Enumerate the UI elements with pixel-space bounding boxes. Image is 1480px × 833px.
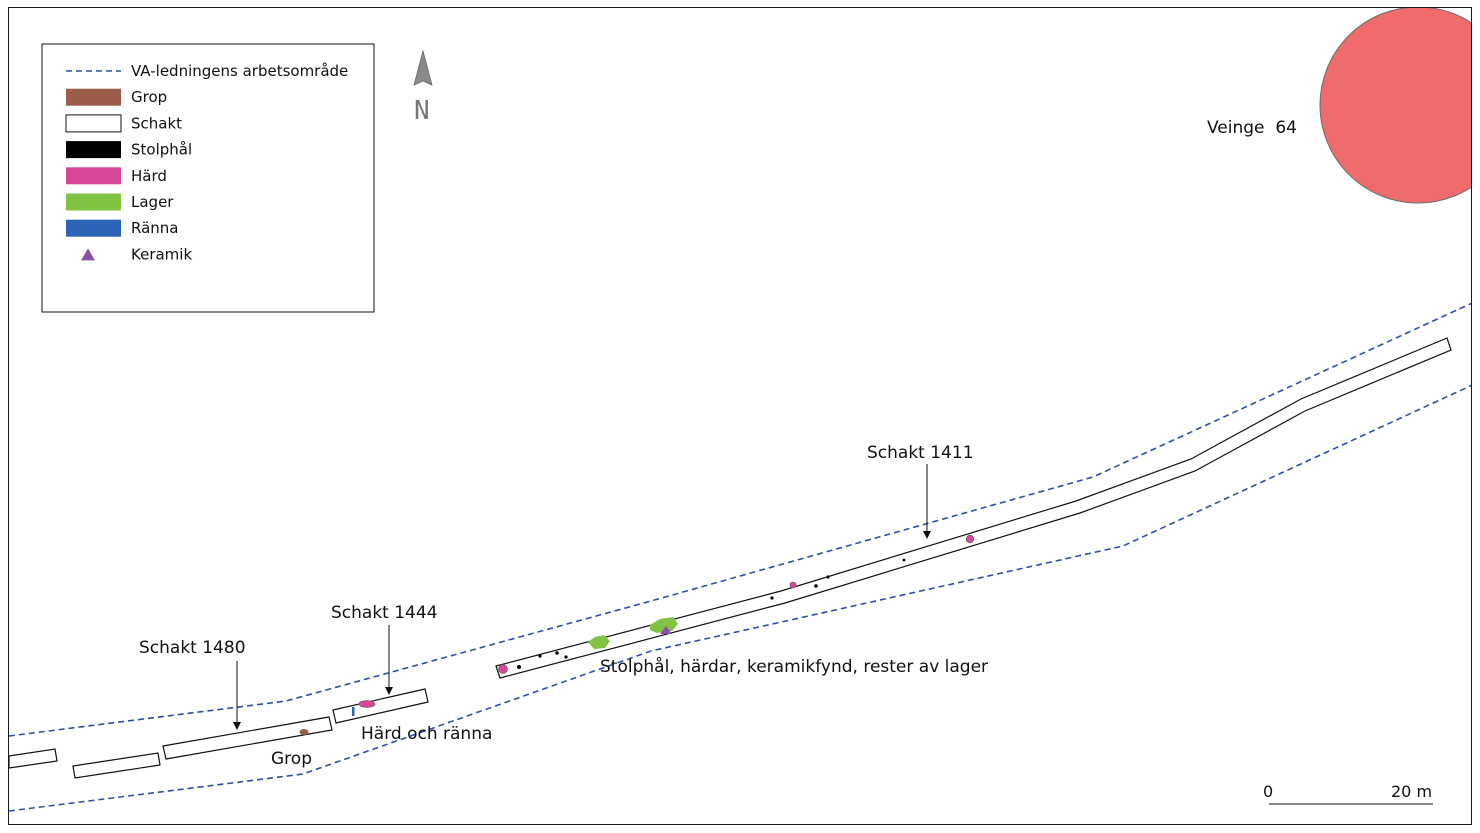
stolphal-feature[interactable] <box>517 665 521 669</box>
lager-feature[interactable] <box>588 635 610 649</box>
label-finds-1411: Stolphål, härdar, keramikfynd, rester av… <box>600 656 988 677</box>
lager-feature[interactable] <box>650 617 678 633</box>
legend-item-work_area: VA-ledningens arbetsområde <box>66 62 348 80</box>
legend-label-lager: Lager <box>131 193 174 211</box>
scale-bar: 0 20 m <box>1263 782 1433 805</box>
legend-label-stolphal: Stolphål <box>131 141 192 159</box>
legend-label-ranna: Ränna <box>131 219 179 237</box>
arrow-head-schakt-1411 <box>923 531 931 539</box>
site-veinge-64[interactable] <box>1319 8 1472 204</box>
hard-feature[interactable] <box>789 581 797 589</box>
legend-item-grop: Grop <box>66 88 167 106</box>
hard-feature[interactable] <box>965 534 975 544</box>
scale-bar-end: 20 m <box>1391 782 1432 801</box>
label-schakt-1411: Schakt 1411 <box>867 443 974 463</box>
grop-feature[interactable] <box>299 729 309 735</box>
stolphal-feature[interactable] <box>770 596 774 600</box>
legend-symbol-keramik <box>81 248 95 261</box>
legend-item-stolphal: Stolphål <box>66 141 192 159</box>
map-canvas: Veinge 64 Schakt 1411 Schakt 1444 Schakt… <box>9 8 1472 812</box>
legend-symbol-schakt <box>65 114 122 133</box>
keramik-find[interactable] <box>660 626 672 634</box>
legend-label-hard: Härd <box>131 167 167 185</box>
label-finds-1444: Härd och ränna <box>361 724 492 744</box>
north-arrow: N <box>413 49 433 126</box>
legend-label-work_area: VA-ledningens arbetsområde <box>131 62 348 80</box>
legend-item-hard: Härd <box>66 167 167 185</box>
arrow-head-schakt-1444 <box>385 687 393 695</box>
label-schakt-1480: Schakt 1480 <box>139 638 246 658</box>
hard-feature[interactable] <box>358 700 376 708</box>
legend-item-schakt: Schakt <box>65 114 182 133</box>
legend-label-keramik: Keramik <box>131 245 192 263</box>
stolphal-feature[interactable] <box>814 584 818 588</box>
label-schakt-1444: Schakt 1444 <box>331 603 438 623</box>
legend-symbol-stolphal <box>66 141 121 159</box>
stolphal-feature[interactable] <box>826 575 830 579</box>
legend: VA-ledningens arbetsområde Grop Schakt Stol… <box>41 43 375 313</box>
legend-symbol-hard <box>66 167 121 185</box>
legend-symbol-lager <box>66 193 121 211</box>
stolphal-feature[interactable] <box>538 654 542 658</box>
legend-symbol-ranna <box>66 219 121 237</box>
arrow-head-schakt-1480 <box>233 722 241 730</box>
legend-item-keramik: Keramik <box>81 245 192 263</box>
trench-small <box>72 752 161 779</box>
legend-item-ranna: Ränna <box>66 219 179 237</box>
stolphal-feature[interactable] <box>564 655 568 659</box>
north-arrow-label: N <box>414 96 430 126</box>
stolphal-feature[interactable] <box>555 651 559 655</box>
map-frame: Veinge 64 Schakt 1411 Schakt 1444 Schakt… <box>8 7 1472 825</box>
work-area-boundary-south <box>9 384 1471 812</box>
label-finds-1480: Grop <box>271 749 312 769</box>
legend-label-schakt: Schakt <box>131 114 182 132</box>
scale-bar-start: 0 <box>1263 782 1273 801</box>
north-arrow-icon <box>413 49 433 86</box>
trench-west-end <box>9 748 58 769</box>
legend-symbol-grop <box>66 88 121 106</box>
trench-1480[interactable] <box>162 716 333 760</box>
stolphal-feature[interactable] <box>902 558 906 562</box>
legend-label-grop: Grop <box>131 88 167 106</box>
trench-1411[interactable] <box>495 337 1452 679</box>
site-label: Veinge 64 <box>1207 118 1297 138</box>
legend-item-lager: Lager <box>66 193 174 211</box>
hard-feature[interactable] <box>498 664 508 674</box>
trench-1444[interactable] <box>332 688 429 724</box>
ranna-feature[interactable] <box>352 707 355 716</box>
